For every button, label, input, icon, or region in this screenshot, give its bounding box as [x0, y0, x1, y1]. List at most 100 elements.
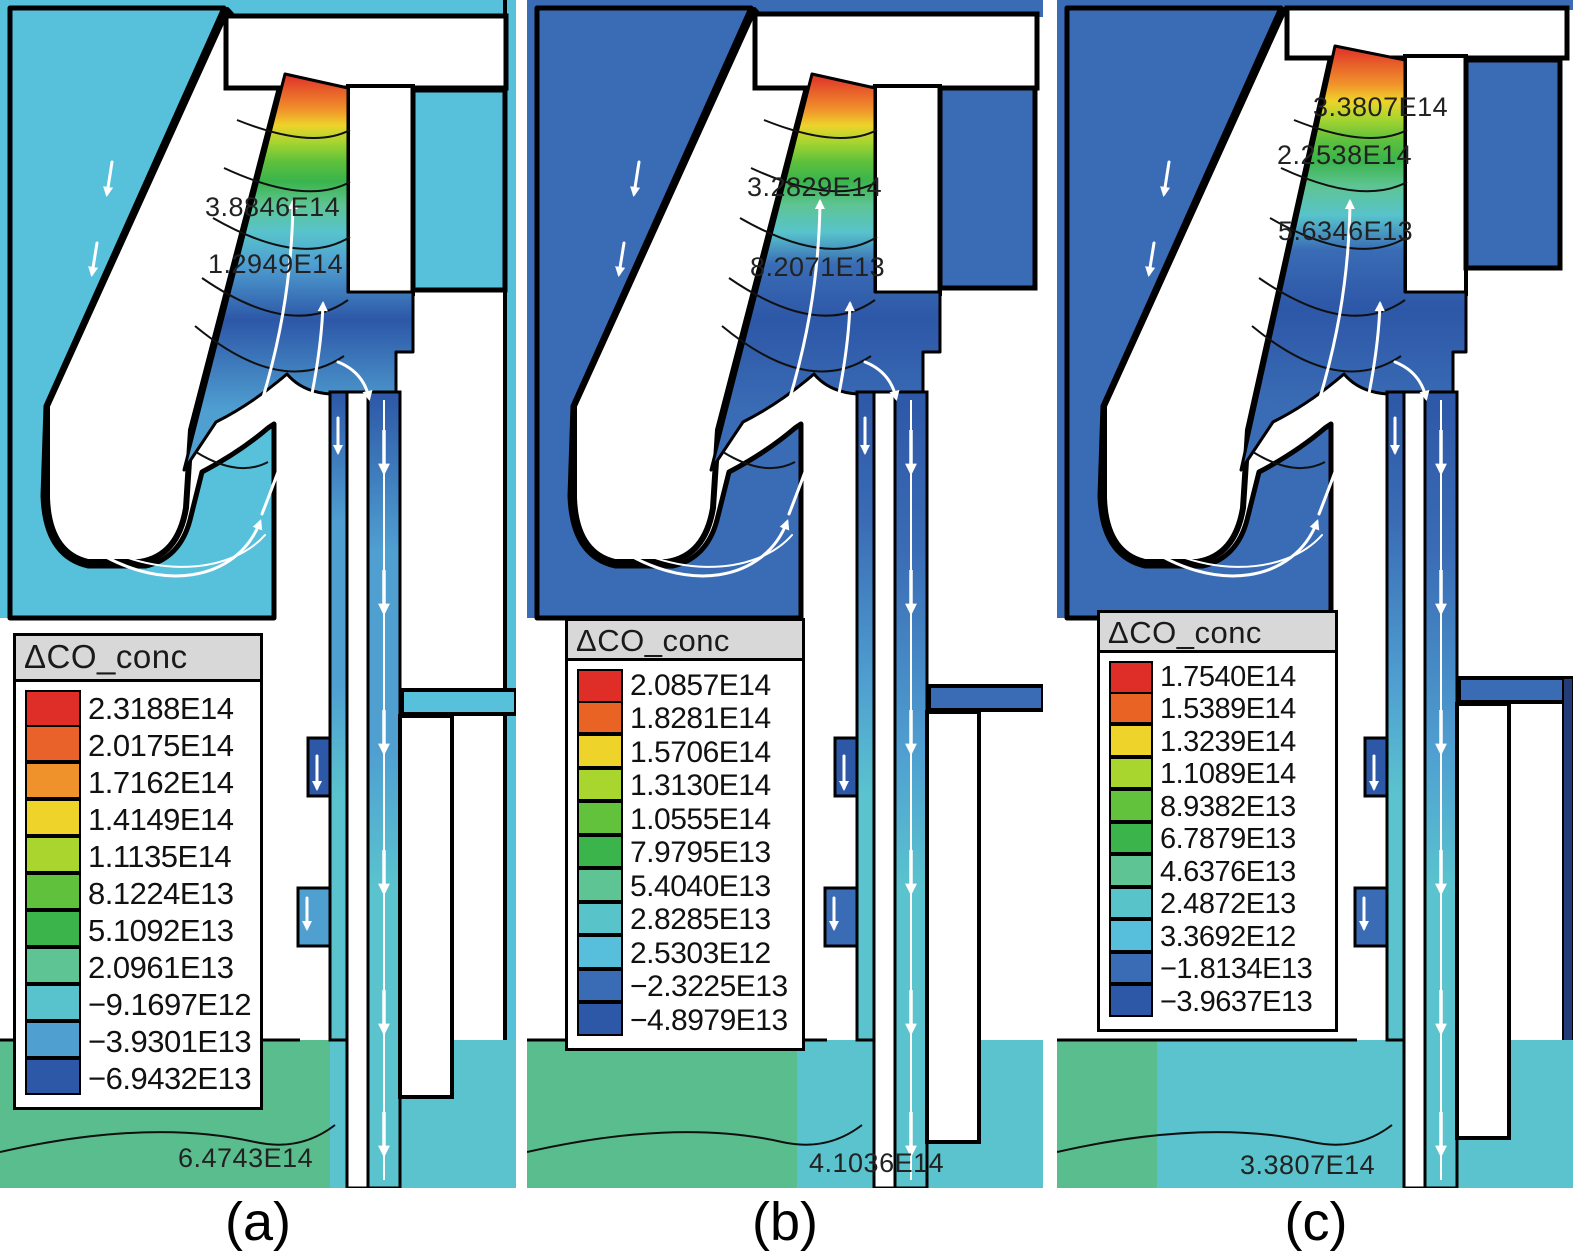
- legend-swatch: [577, 901, 623, 935]
- legend-value: 1.8281E14: [630, 702, 771, 736]
- legend-value: 2.0857E14: [630, 668, 771, 702]
- legend-value: −1.8134E13: [1160, 953, 1313, 986]
- legend-swatch: [577, 767, 623, 801]
- legend-value: 1.3130E14: [630, 769, 771, 803]
- legend-swatch: [25, 690, 81, 727]
- legend-row: −6.9432E13: [25, 1058, 254, 1097]
- legend-value: 2.8285E13: [630, 903, 771, 937]
- legend-swatch: [25, 910, 81, 947]
- legend-value: 1.5706E14: [630, 735, 771, 769]
- legend-value: −2.3225E13: [630, 970, 788, 1004]
- legend-swatch: [25, 799, 81, 836]
- legend-swatch: [577, 801, 623, 835]
- contour-label: 8.2071E13: [750, 252, 886, 282]
- legend-value: 8.1224E13: [88, 875, 234, 911]
- legend-swatch: [1109, 984, 1153, 1017]
- legend-row: 1.5706E14: [577, 734, 796, 770]
- contour-plot-b: [527, 0, 1043, 1188]
- legend-row: −3.9637E13: [1109, 984, 1329, 1019]
- legend-row: 1.0555E14: [577, 801, 796, 837]
- legend-swatch: [1109, 691, 1153, 724]
- legend-row: 1.3239E14: [1109, 724, 1329, 759]
- legend-row: 5.1092E13: [25, 910, 254, 949]
- contour-label: 2.2538E14: [1277, 140, 1413, 170]
- legend-row: −9.1697E12: [25, 984, 254, 1023]
- legend-value: 2.0961E13: [88, 949, 234, 985]
- legend-row: 8.1224E13: [25, 873, 254, 912]
- legend-row: 2.3188E14: [25, 690, 254, 727]
- legend-swatch: [577, 1002, 623, 1036]
- legend-row: −3.9301E13: [25, 1021, 254, 1060]
- legend-row: 1.5389E14: [1109, 691, 1329, 727]
- legend-value: 8.9382E13: [1160, 790, 1296, 823]
- legend-swatch: [1109, 919, 1153, 952]
- contour-label: 6.4743E14: [178, 1143, 314, 1173]
- legend-row: 3.3692E12: [1109, 919, 1329, 954]
- legend-row: 1.7540E14: [1109, 661, 1329, 694]
- legend-swatch: [1109, 886, 1153, 919]
- legend-swatch: [1109, 756, 1153, 789]
- caption-c: (c): [1284, 1192, 1348, 1252]
- legend-value: 5.1092E13: [88, 912, 234, 948]
- legend-value: 2.0175E14: [88, 727, 234, 763]
- legend-row: 8.9382E13: [1109, 789, 1329, 824]
- legend-row: 1.4149E14: [25, 799, 254, 838]
- colorbar-title-b: ΔCO_conc: [568, 621, 802, 661]
- legend-swatch: [577, 834, 623, 868]
- legend-value: 1.3239E14: [1160, 725, 1296, 758]
- legend-row: 1.8281E14: [577, 700, 796, 737]
- legend-swatch: [1109, 789, 1153, 822]
- legend-value: −4.8979E13: [630, 1003, 788, 1037]
- panel-c: ΔCO_conc 1.7540E14 1.5389E14 1.3239E14 1.10…: [1057, 0, 1575, 1260]
- legend-value: −3.9301E13: [88, 1023, 252, 1059]
- legend-swatch: [1109, 951, 1153, 984]
- legend-value: 1.1089E14: [1160, 758, 1296, 791]
- legend-swatch: [25, 836, 81, 873]
- legend-row: 5.4040E13: [577, 868, 796, 904]
- panel-b: ΔCO_conc 2.0857E14 1.8281E14 1.5706E14 1.31…: [527, 0, 1043, 1260]
- legend-swatch: [25, 984, 81, 1021]
- legend-value: 6.7879E13: [1160, 823, 1296, 856]
- legend-value: 1.5389E14: [1160, 693, 1296, 726]
- legend-value: 1.7162E14: [88, 764, 234, 800]
- colorbar-title-a: ΔCO_conc: [16, 636, 260, 682]
- legend-swatch: [1109, 854, 1153, 887]
- colorbar-c: ΔCO_conc 1.7540E14 1.5389E14 1.3239E14 1.10…: [1097, 610, 1338, 1032]
- legend-swatch: [577, 935, 623, 969]
- contour-label: 3.8846E14: [205, 192, 341, 222]
- legend-swatch: [577, 868, 623, 902]
- panel-a: ΔCO_conc 2.3188E14 2.0175E14 1.7162E14 1.41…: [0, 0, 516, 1260]
- contour-label: 4.1036E14: [809, 1148, 945, 1178]
- legend-row: 7.9795E13: [577, 834, 796, 871]
- legend-swatch: [1109, 821, 1153, 854]
- legend-row: 1.7162E14: [25, 762, 254, 801]
- legend-value: 1.1135E14: [88, 838, 232, 874]
- caption-b: (b): [752, 1192, 818, 1252]
- legend-row: 2.4872E13: [1109, 886, 1329, 922]
- legend-row: 2.5303E12: [577, 935, 796, 971]
- legend-swatch: [577, 734, 623, 768]
- colorbar-a: ΔCO_conc 2.3188E14 2.0175E14 1.7162E14 1.41…: [13, 633, 263, 1110]
- legend-value: 1.0555E14: [630, 802, 771, 836]
- contour-label: 3.3807E14: [1240, 1150, 1376, 1180]
- legend-value: 5.4040E13: [630, 869, 771, 903]
- legend-row: 1.1135E14: [25, 836, 254, 875]
- colorbar-entries-b: 2.0857E14 1.8281E14 1.5706E14 1.3130E14 1.05…: [568, 661, 802, 1048]
- legend-value: 2.5303E12: [630, 936, 771, 970]
- legend-swatch: [577, 968, 623, 1002]
- legend-swatch: [577, 669, 623, 703]
- legend-swatch: [25, 725, 81, 762]
- legend-row: 2.8285E13: [577, 901, 796, 938]
- legend-value: 2.3188E14: [88, 690, 234, 726]
- contour-plot-a: [0, 0, 516, 1188]
- legend-row: 2.0857E14: [577, 669, 796, 703]
- legend-swatch: [25, 873, 81, 910]
- legend-swatch: [25, 947, 81, 984]
- legend-row: −4.8979E13: [577, 1002, 796, 1038]
- contour-label: 3.2829E14: [747, 172, 883, 202]
- legend-value: 1.4149E14: [88, 801, 234, 837]
- legend-row: 2.0175E14: [25, 725, 254, 764]
- legend-value: 1.7540E14: [1160, 660, 1296, 693]
- caption-a: (a): [225, 1192, 291, 1252]
- legend-value: −9.1697E12: [88, 986, 252, 1022]
